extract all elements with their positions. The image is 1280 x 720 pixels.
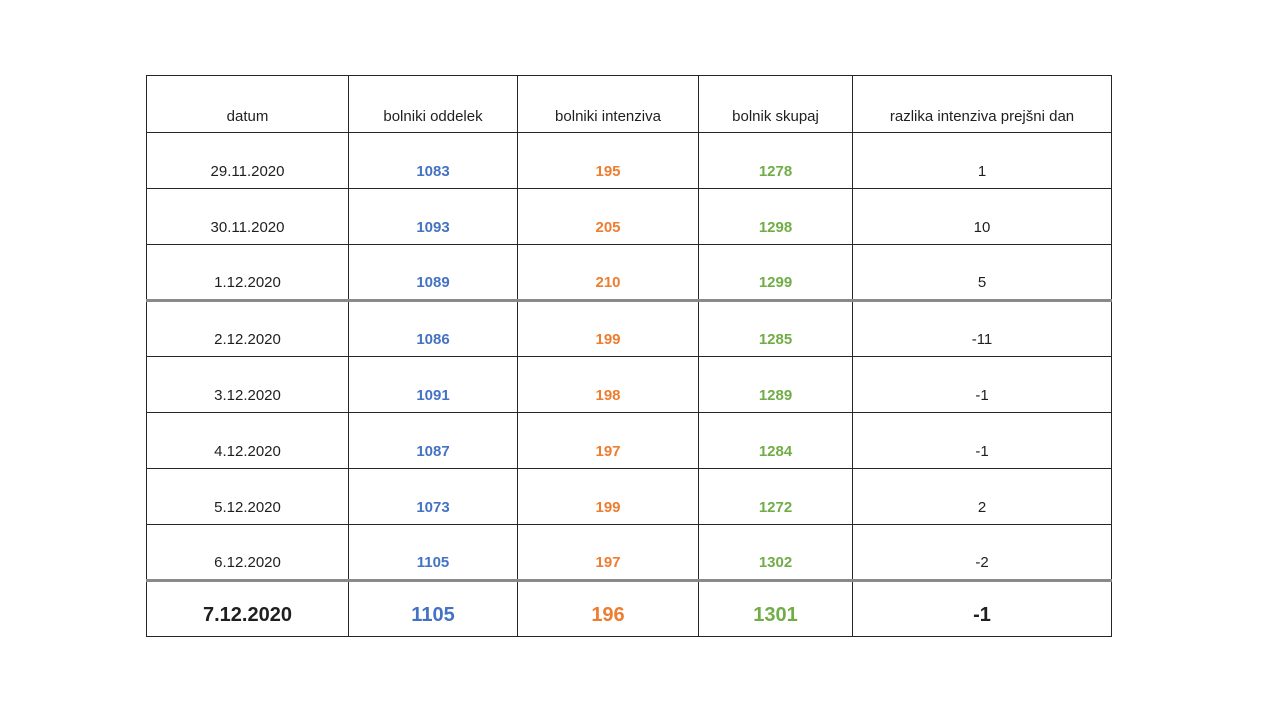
column-header-razlika: razlika intenziva prejšni dan: [852, 75, 1112, 133]
cell-razlika: -1: [852, 580, 1112, 637]
table-row: 7.12.2020 1105 196 1301 -1: [146, 580, 1112, 637]
cell-intenziva: 197: [517, 412, 699, 469]
cell-razlika: -1: [852, 412, 1112, 469]
cell-razlika: 2: [852, 468, 1112, 525]
cell-intenziva: 195: [517, 132, 699, 189]
patients-table: datum bolniki oddelek bolniki intenziva bol…: [146, 75, 1112, 637]
cell-skupaj: 1285: [698, 300, 853, 357]
column-header-skupaj: bolnik skupaj: [698, 75, 853, 133]
table-row: 1.12.2020 1089 210 1299 5: [146, 244, 1112, 302]
cell-intenziva: 198: [517, 356, 699, 413]
column-header-oddelek: bolniki oddelek: [348, 75, 518, 133]
cell-skupaj: 1299: [698, 244, 853, 302]
header-row: datum bolniki oddelek bolniki intenziva bol…: [146, 75, 1112, 133]
column-header-datum: datum: [146, 75, 349, 133]
cell-skupaj: 1302: [698, 524, 853, 582]
cell-skupaj: 1278: [698, 132, 853, 189]
cell-oddelek: 1105: [348, 524, 518, 582]
cell-datum: 3.12.2020: [146, 356, 349, 413]
cell-intenziva: 197: [517, 524, 699, 582]
table-row: 30.11.2020 1093 205 1298 10: [146, 188, 1112, 245]
cell-intenziva: 205: [517, 188, 699, 245]
cell-skupaj: 1289: [698, 356, 853, 413]
cell-razlika: -2: [852, 524, 1112, 582]
cell-oddelek: 1105: [348, 580, 518, 637]
table-body: 29.11.2020 1083 195 1278 1 30.11.2020 1093 205 1…: [146, 132, 1112, 637]
table-row: 5.12.2020 1073 199 1272 2: [146, 468, 1112, 525]
column-header-intenziva: bolniki intenziva: [517, 75, 699, 133]
cell-intenziva: 199: [517, 468, 699, 525]
cell-oddelek: 1083: [348, 132, 518, 189]
cell-datum: 6.12.2020: [146, 524, 349, 582]
cell-datum: 1.12.2020: [146, 244, 349, 302]
cell-oddelek: 1073: [348, 468, 518, 525]
cell-razlika: 5: [852, 244, 1112, 302]
table-header: datum bolniki oddelek bolniki intenziva bol…: [146, 75, 1112, 133]
cell-razlika: -11: [852, 300, 1112, 357]
cell-intenziva: 199: [517, 300, 699, 357]
table-row: 29.11.2020 1083 195 1278 1: [146, 132, 1112, 189]
cell-intenziva: 196: [517, 580, 699, 637]
cell-datum: 29.11.2020: [146, 132, 349, 189]
table-row: 2.12.2020 1086 199 1285 -11: [146, 300, 1112, 357]
cell-datum: 30.11.2020: [146, 188, 349, 245]
table-row: 4.12.2020 1087 197 1284 -1: [146, 412, 1112, 469]
cell-razlika: 1: [852, 132, 1112, 189]
cell-razlika: -1: [852, 356, 1112, 413]
cell-oddelek: 1093: [348, 188, 518, 245]
cell-datum: 2.12.2020: [146, 300, 349, 357]
cell-intenziva: 210: [517, 244, 699, 302]
cell-oddelek: 1087: [348, 412, 518, 469]
cell-datum: 7.12.2020: [146, 580, 349, 637]
cell-razlika: 10: [852, 188, 1112, 245]
table-row: 6.12.2020 1105 197 1302 -2: [146, 524, 1112, 582]
cell-skupaj: 1284: [698, 412, 853, 469]
cell-skupaj: 1301: [698, 580, 853, 637]
cell-datum: 5.12.2020: [146, 468, 349, 525]
cell-oddelek: 1086: [348, 300, 518, 357]
cell-skupaj: 1298: [698, 188, 853, 245]
cell-skupaj: 1272: [698, 468, 853, 525]
cell-datum: 4.12.2020: [146, 412, 349, 469]
table-row: 3.12.2020 1091 198 1289 -1: [146, 356, 1112, 413]
cell-oddelek: 1089: [348, 244, 518, 302]
cell-oddelek: 1091: [348, 356, 518, 413]
